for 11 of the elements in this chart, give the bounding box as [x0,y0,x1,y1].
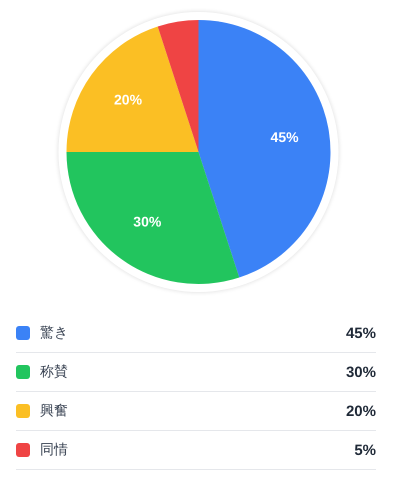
text: 30% [346,364,376,380]
data-label: 30% [133,213,162,230]
data-label: 20% [114,92,143,108]
legend-label: 称賛 [40,363,69,381]
text: 45% [346,324,376,342]
legend-label: 同情 [40,441,69,459]
data-label: 45% [270,129,300,146]
legend-label: 驚き [40,324,69,342]
text: 20% [346,402,376,420]
legend-label: 興奮 [40,402,69,420]
data-label: 5% [354,442,376,458]
